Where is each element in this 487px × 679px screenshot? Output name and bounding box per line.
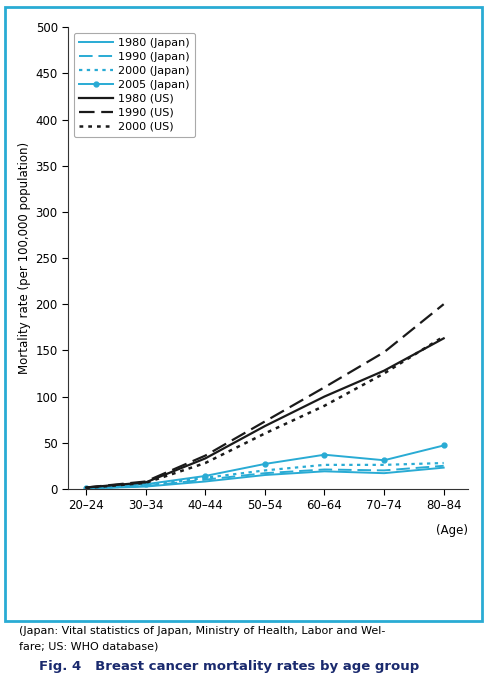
Line: 2000 (Japan): 2000 (Japan) — [86, 463, 444, 488]
2000 (Japan) — [143, 481, 149, 490]
1980 (Japan) — [321, 467, 327, 475]
1990 (Japan) — [202, 475, 208, 483]
2000 (Japan) — [321, 461, 327, 469]
1990 (US) — [262, 418, 268, 426]
1990 (US) — [202, 452, 208, 460]
1990 (Japan) — [262, 469, 268, 477]
1990 (Japan) — [381, 466, 387, 475]
2005 (Japan) — [83, 484, 89, 492]
1990 (Japan) — [321, 465, 327, 473]
2000 (US) — [441, 333, 447, 341]
2000 (US) — [321, 402, 327, 410]
1990 (US) — [143, 477, 149, 485]
1980 (Japan) — [381, 469, 387, 477]
Line: 1990 (Japan): 1990 (Japan) — [86, 466, 444, 488]
2005 (Japan) — [321, 451, 327, 459]
Y-axis label: Mortality rate (per 100,000 population): Mortality rate (per 100,000 population) — [19, 142, 31, 374]
Text: Fig. 4   Breast cancer mortality rates by age group: Fig. 4 Breast cancer mortality rates by … — [39, 660, 419, 673]
1980 (Japan) — [83, 484, 89, 492]
2005 (Japan) — [143, 480, 149, 488]
2000 (Japan) — [83, 484, 89, 492]
1980 (Japan) — [262, 471, 268, 479]
2000 (US) — [262, 429, 268, 437]
2000 (Japan) — [441, 459, 447, 467]
2005 (Japan) — [202, 472, 208, 480]
1990 (US) — [381, 348, 387, 356]
1980 (US) — [143, 478, 149, 486]
1980 (US) — [441, 334, 447, 342]
1990 (Japan) — [441, 462, 447, 470]
1980 (Japan) — [441, 464, 447, 472]
1980 (US) — [262, 422, 268, 430]
Legend: 1980 (Japan), 1990 (Japan), 2000 (Japan), 2005 (Japan), 1980 (US), 1990 (US), 20: 1980 (Japan), 1990 (Japan), 2000 (Japan)… — [74, 33, 195, 137]
Line: 1980 (Japan): 1980 (Japan) — [86, 468, 444, 488]
2000 (Japan) — [381, 461, 387, 469]
2005 (Japan) — [441, 441, 447, 449]
1980 (Japan) — [143, 483, 149, 491]
Line: 1980 (US): 1980 (US) — [86, 338, 444, 488]
2000 (US) — [381, 369, 387, 378]
1990 (Japan) — [83, 484, 89, 492]
1980 (US) — [321, 392, 327, 401]
1990 (Japan) — [143, 482, 149, 490]
1980 (Japan) — [202, 477, 208, 485]
2000 (US) — [83, 484, 89, 492]
2000 (Japan) — [262, 466, 268, 475]
Text: (Age): (Age) — [435, 524, 468, 537]
1980 (US) — [381, 367, 387, 375]
1980 (US) — [202, 454, 208, 462]
2000 (US) — [202, 459, 208, 467]
Text: (Japan: Vital statistics of Japan, Ministry of Health, Labor and Wel-: (Japan: Vital statistics of Japan, Minis… — [19, 626, 386, 636]
1990 (US) — [441, 300, 447, 308]
1990 (US) — [321, 383, 327, 391]
Text: fare; US: WHO database): fare; US: WHO database) — [19, 642, 159, 652]
2000 (US) — [143, 479, 149, 487]
2000 (Japan) — [202, 474, 208, 482]
Line: 2005 (Japan): 2005 (Japan) — [84, 443, 446, 490]
Line: 2000 (US): 2000 (US) — [86, 337, 444, 488]
Line: 1990 (US): 1990 (US) — [86, 304, 444, 488]
1980 (US) — [83, 483, 89, 492]
1990 (US) — [83, 483, 89, 492]
2005 (Japan) — [381, 456, 387, 464]
2005 (Japan) — [262, 460, 268, 468]
